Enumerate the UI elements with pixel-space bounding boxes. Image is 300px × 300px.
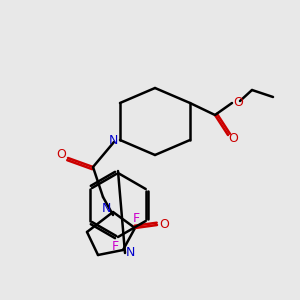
Text: F: F [133, 212, 140, 226]
Text: O: O [159, 218, 169, 230]
Text: N: N [108, 134, 118, 146]
Text: O: O [233, 95, 243, 109]
Text: O: O [228, 133, 238, 146]
Text: F: F [111, 241, 118, 254]
Text: N: N [125, 245, 135, 259]
Text: O: O [56, 148, 66, 161]
Text: N: N [101, 202, 111, 214]
